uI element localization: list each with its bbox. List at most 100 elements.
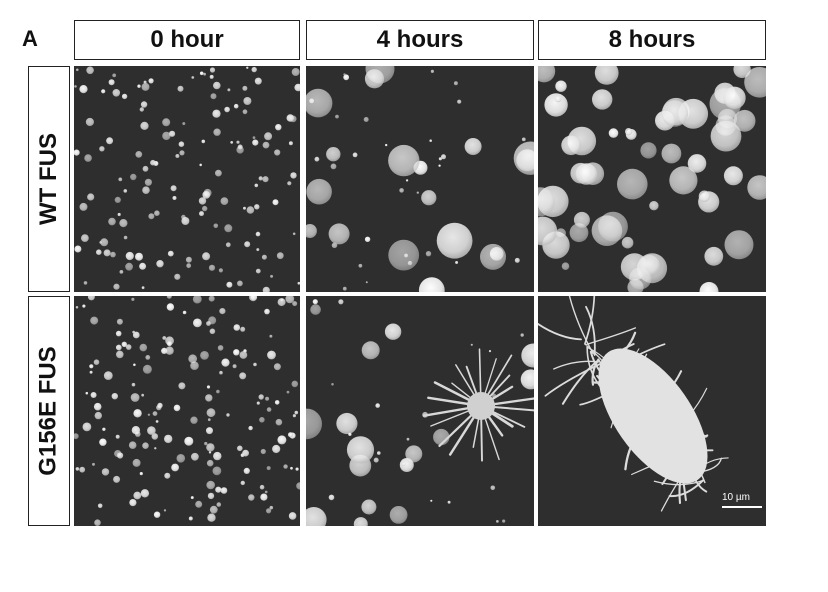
droplet	[242, 85, 248, 91]
droplet	[405, 445, 423, 463]
droplet	[306, 178, 332, 205]
row-header-g156e: G156E FUS	[28, 296, 70, 526]
droplet	[306, 507, 327, 526]
droplet	[144, 178, 152, 186]
droplet	[625, 128, 633, 136]
droplet	[191, 76, 195, 79]
droplet	[135, 151, 143, 158]
droplet	[167, 341, 172, 347]
droplet	[699, 282, 719, 292]
droplet	[266, 466, 271, 471]
droplet	[246, 66, 249, 69]
droplet	[274, 149, 281, 156]
droplet	[201, 139, 206, 144]
droplet	[261, 254, 267, 260]
droplet	[239, 351, 248, 359]
droplet	[306, 408, 322, 440]
droplet	[723, 86, 746, 109]
droplet	[342, 286, 347, 291]
droplet	[74, 85, 77, 88]
droplet	[254, 204, 260, 210]
droplet	[133, 491, 142, 500]
droplet	[353, 517, 368, 526]
droplet	[148, 78, 154, 84]
droplet	[343, 73, 346, 76]
droplet	[490, 485, 496, 491]
droplet	[139, 343, 148, 352]
droplet	[457, 99, 462, 104]
droplet	[430, 499, 433, 502]
droplet	[573, 211, 590, 228]
droplet	[249, 296, 258, 302]
droplet	[148, 213, 155, 220]
droplet	[288, 141, 293, 146]
droplet	[125, 344, 132, 350]
droplet	[111, 393, 118, 400]
micrograph-wt-8h	[538, 66, 766, 292]
droplet	[83, 281, 88, 285]
droplet	[297, 281, 300, 285]
droplet	[112, 89, 121, 97]
droplet	[195, 500, 203, 508]
droplet	[129, 499, 137, 507]
droplet	[116, 350, 124, 359]
droplet	[74, 149, 80, 156]
droplet	[212, 109, 221, 118]
droplet	[275, 124, 282, 131]
droplet	[286, 114, 295, 122]
droplet	[336, 412, 358, 435]
droplet	[364, 236, 371, 242]
droplet	[455, 261, 459, 264]
droplet	[259, 484, 265, 490]
droplet	[131, 297, 135, 301]
droplet	[130, 393, 140, 402]
droplet	[561, 135, 581, 156]
droplet	[92, 462, 95, 466]
droplet	[237, 144, 243, 150]
droplet	[555, 80, 567, 92]
droplet	[306, 88, 333, 118]
droplet	[441, 154, 446, 160]
fibrillar-aggregate	[422, 348, 534, 462]
droplet	[208, 451, 212, 454]
droplet	[75, 467, 80, 471]
droplet	[89, 364, 94, 369]
droplet	[294, 83, 300, 92]
droplet	[258, 394, 264, 400]
droplet	[406, 437, 410, 441]
droplet	[275, 418, 283, 426]
droplet	[202, 252, 211, 261]
droplet	[81, 234, 89, 243]
droplet	[346, 436, 375, 464]
droplet	[513, 141, 534, 175]
droplet	[89, 370, 93, 374]
droplet	[640, 142, 657, 159]
droplet	[291, 68, 300, 76]
droplet	[252, 139, 259, 146]
droplet	[76, 68, 79, 72]
droplet	[206, 385, 211, 389]
droplet	[233, 103, 239, 109]
scale-bar	[722, 506, 762, 508]
droplet	[206, 321, 211, 326]
droplet	[162, 336, 167, 340]
droplet	[438, 164, 441, 167]
droplet	[488, 350, 492, 353]
droplet	[216, 502, 222, 507]
droplet	[215, 486, 222, 493]
droplet	[538, 216, 558, 246]
droplet	[206, 427, 213, 435]
droplet	[220, 487, 228, 494]
droplet	[221, 358, 230, 367]
droplet	[220, 197, 229, 206]
micrograph-wt-0h	[74, 66, 300, 292]
droplet	[198, 197, 207, 205]
droplet	[723, 166, 743, 186]
droplet	[274, 400, 280, 405]
droplet	[213, 81, 221, 90]
droplet	[343, 74, 350, 81]
droplet	[193, 318, 202, 328]
droplet	[255, 231, 261, 237]
droplet	[93, 359, 100, 365]
droplet	[150, 159, 156, 166]
